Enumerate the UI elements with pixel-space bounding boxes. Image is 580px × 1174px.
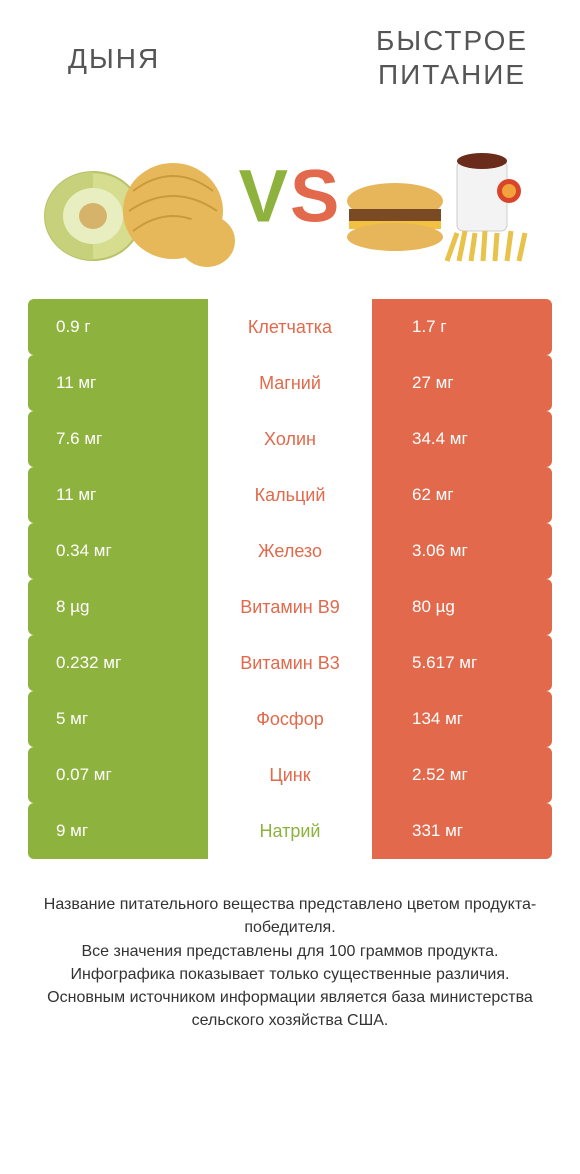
vs-v: V <box>239 154 290 239</box>
table-row: 11 мгКальций62 мг <box>28 467 552 523</box>
vs-label: VS <box>239 154 342 239</box>
cell-right-value: 62 мг <box>372 467 552 523</box>
title-row: ДЫНЯ БЫСТРОЕ ПИТАНИЕ <box>28 24 552 91</box>
cell-left-value: 11 мг <box>28 467 208 523</box>
hero-row: VS <box>28 111 552 281</box>
cell-nutrient-name: Витамин B3 <box>208 635 372 691</box>
cell-right-value: 134 мг <box>372 691 552 747</box>
hero-right-image <box>332 111 552 281</box>
infographic-page: ДЫНЯ БЫСТРОЕ ПИТАНИЕ VS <box>0 0 580 1052</box>
melon-icon <box>33 121 243 271</box>
cell-right-value: 34.4 мг <box>372 411 552 467</box>
table-row: 9 мгНатрий331 мг <box>28 803 552 859</box>
cell-nutrient-name: Цинк <box>208 747 372 803</box>
cell-right-value: 3.06 мг <box>372 523 552 579</box>
cell-right-value: 1.7 г <box>372 299 552 355</box>
cell-left-value: 5 мг <box>28 691 208 747</box>
cell-left-value: 11 мг <box>28 355 208 411</box>
cell-nutrient-name: Холин <box>208 411 372 467</box>
table-row: 0.232 мгВитамин B35.617 мг <box>28 635 552 691</box>
cell-right-value: 2.52 мг <box>372 747 552 803</box>
table-row: 11 мгМагний27 мг <box>28 355 552 411</box>
title-right: БЫСТРОЕ ПИТАНИЕ <box>352 24 552 91</box>
cell-left-value: 7.6 мг <box>28 411 208 467</box>
table-row: 0.34 мгЖелезо3.06 мг <box>28 523 552 579</box>
cell-nutrient-name: Кальций <box>208 467 372 523</box>
cell-left-value: 0.07 мг <box>28 747 208 803</box>
cell-right-value: 80 µg <box>372 579 552 635</box>
table-row: 5 мгФосфор134 мг <box>28 691 552 747</box>
cell-right-value: 5.617 мг <box>372 635 552 691</box>
table-row: 0.9 гКлетчатка1.7 г <box>28 299 552 355</box>
table-row: 0.07 мгЦинк2.52 мг <box>28 747 552 803</box>
cell-left-value: 0.34 мг <box>28 523 208 579</box>
cell-left-value: 0.232 мг <box>28 635 208 691</box>
cell-nutrient-name: Железо <box>208 523 372 579</box>
cell-right-value: 27 мг <box>372 355 552 411</box>
cell-left-value: 0.9 г <box>28 299 208 355</box>
footer-line-2: Все значения представлены для 100 граммо… <box>34 940 546 963</box>
cell-left-value: 8 µg <box>28 579 208 635</box>
cell-nutrient-name: Фосфор <box>208 691 372 747</box>
cell-nutrient-name: Магний <box>208 355 372 411</box>
footer-line-1: Название питательного вещества представл… <box>34 893 546 939</box>
hero-left-image <box>28 111 248 281</box>
cell-nutrient-name: Клетчатка <box>208 299 372 355</box>
title-left: ДЫНЯ <box>28 24 160 76</box>
footer-line-4: Основным источником информации является … <box>34 986 546 1032</box>
cell-nutrient-name: Витамин B9 <box>208 579 372 635</box>
comparison-table: 0.9 гКлетчатка1.7 г11 мгМагний27 мг7.6 м… <box>28 299 552 859</box>
cell-left-value: 9 мг <box>28 803 208 859</box>
footer-notes: Название питательного вещества представл… <box>28 893 552 1032</box>
footer-line-3: Инфографика показывает только существенн… <box>34 963 546 986</box>
cell-right-value: 331 мг <box>372 803 552 859</box>
cell-nutrient-name: Натрий <box>208 803 372 859</box>
fastfood-icon <box>337 121 547 271</box>
table-row: 7.6 мгХолин34.4 мг <box>28 411 552 467</box>
table-row: 8 µgВитамин B980 µg <box>28 579 552 635</box>
